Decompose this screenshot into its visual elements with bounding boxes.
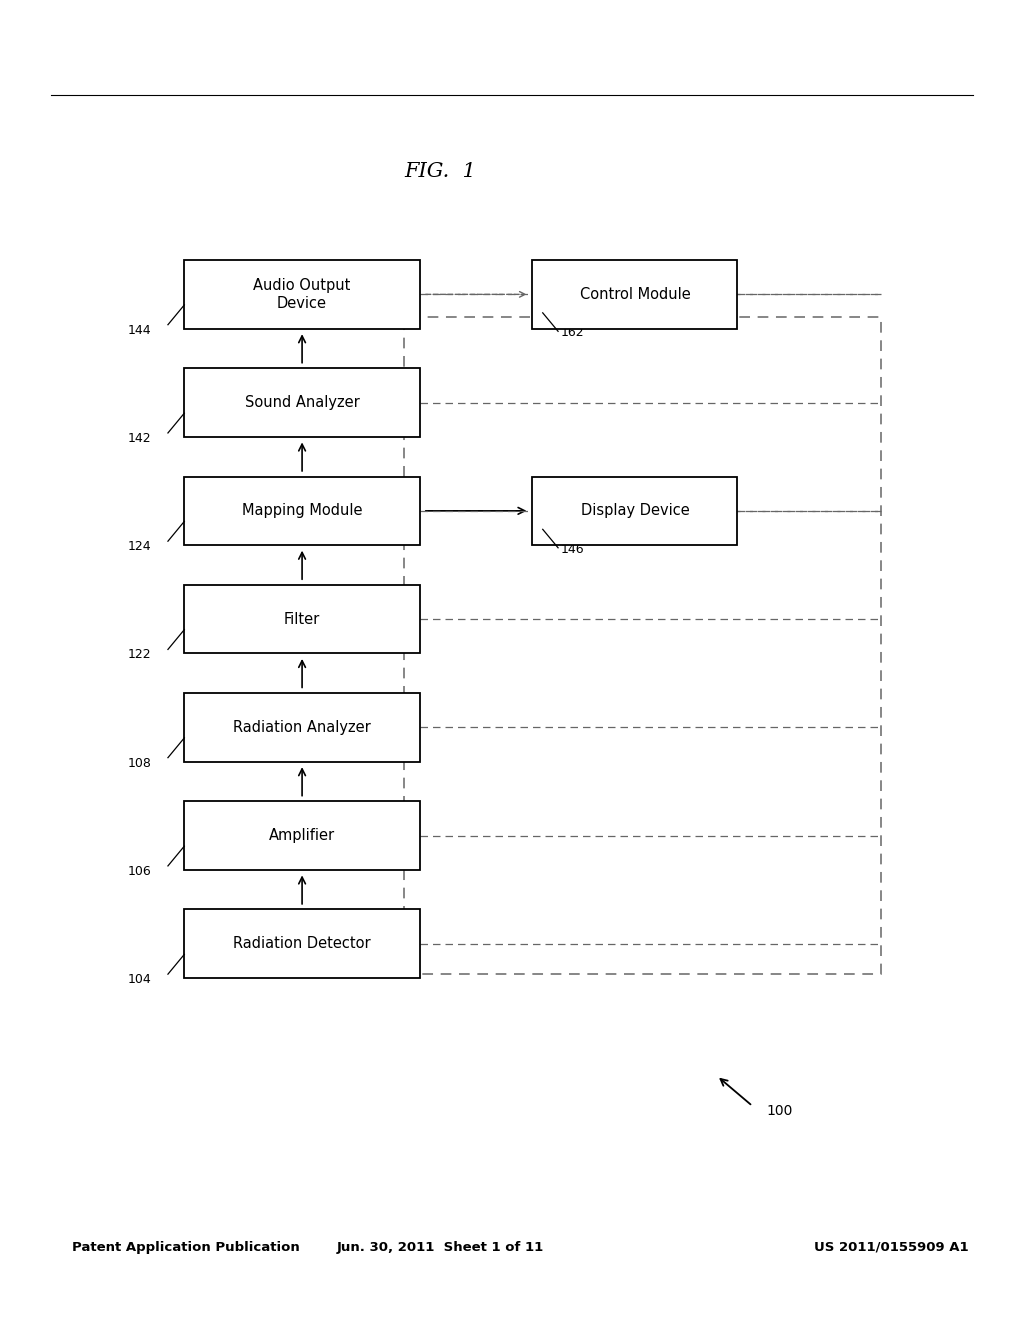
Text: 122: 122 [128, 648, 152, 661]
Bar [404, 317, 881, 974]
Text: Mapping Module: Mapping Module [242, 503, 362, 519]
Text: 146: 146 [561, 543, 585, 556]
Text: Amplifier: Amplifier [269, 828, 335, 843]
Text: 144: 144 [128, 323, 152, 337]
Text: 100: 100 [766, 1105, 793, 1118]
Text: US 2011/0155909 A1: US 2011/0155909 A1 [813, 1241, 969, 1254]
Text: 162: 162 [561, 326, 585, 339]
Text: 104: 104 [128, 973, 152, 986]
Text: Control Module: Control Module [580, 286, 690, 302]
Text: Patent Application Publication: Patent Application Publication [72, 1241, 299, 1254]
Text: 124: 124 [128, 540, 152, 553]
Text: FIG.  1: FIG. 1 [404, 162, 476, 181]
Bar [184, 368, 420, 437]
Bar [184, 909, 420, 978]
Text: Audio Output
Device: Audio Output Device [253, 277, 351, 312]
Text: 106: 106 [128, 865, 152, 878]
Text: 142: 142 [128, 432, 152, 445]
Bar [532, 260, 737, 329]
Bar [184, 801, 420, 870]
Text: Radiation Detector: Radiation Detector [233, 936, 371, 952]
Text: Jun. 30, 2011  Sheet 1 of 11: Jun. 30, 2011 Sheet 1 of 11 [337, 1241, 544, 1254]
Bar [184, 693, 420, 762]
Bar [184, 477, 420, 545]
Text: Display Device: Display Device [581, 503, 689, 519]
Text: 108: 108 [128, 756, 152, 770]
Text: Sound Analyzer: Sound Analyzer [245, 395, 359, 411]
Text: Filter: Filter [284, 611, 321, 627]
Bar [184, 260, 420, 329]
Bar [184, 585, 420, 653]
Bar [532, 477, 737, 545]
Text: Radiation Analyzer: Radiation Analyzer [233, 719, 371, 735]
